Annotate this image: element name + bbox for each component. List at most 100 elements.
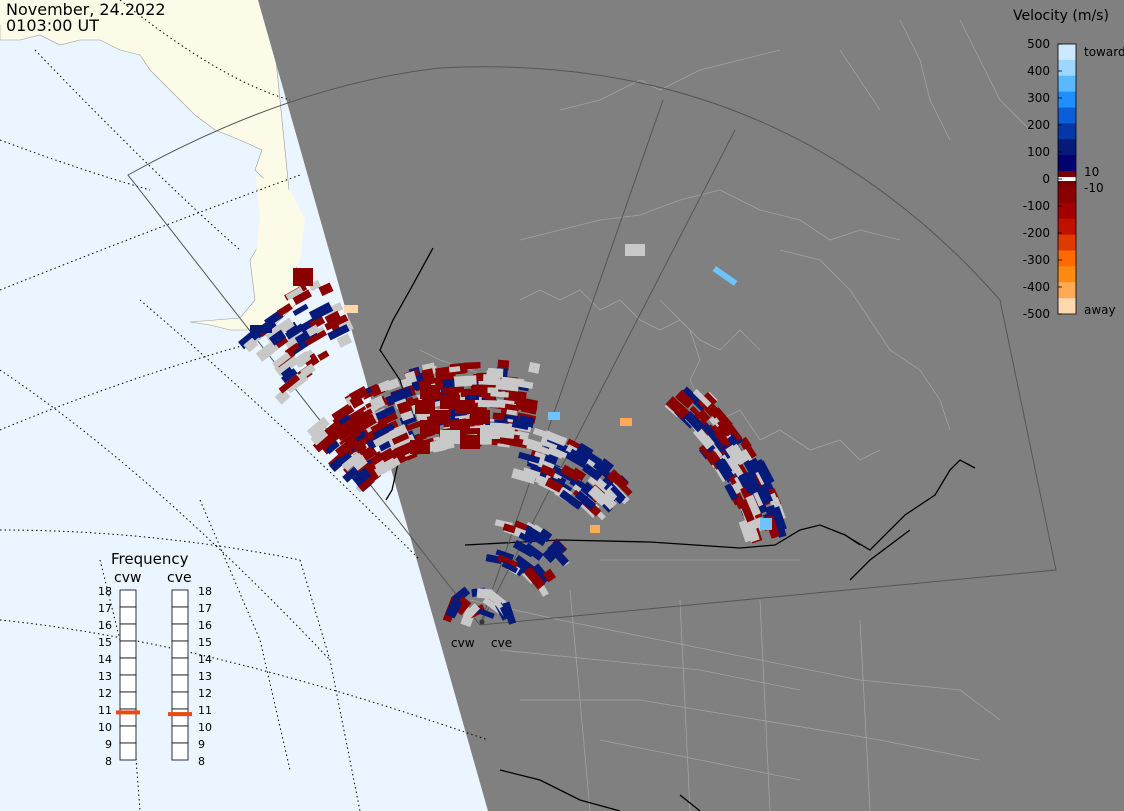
scatter-cell xyxy=(495,549,515,561)
scatter-cell xyxy=(574,490,597,511)
scatter-cell xyxy=(476,588,493,600)
scatter-cell xyxy=(255,340,280,362)
frequency-scale-label: 8 xyxy=(105,755,112,768)
scatter-cell xyxy=(523,566,546,590)
frequency-cell xyxy=(119,606,137,625)
scatter-cell xyxy=(477,399,499,408)
scatter-cell xyxy=(268,329,287,346)
scatter-cell xyxy=(391,432,410,445)
scatter-cell xyxy=(529,464,549,478)
frequency-cell xyxy=(119,674,137,693)
scatter-cell xyxy=(541,451,559,466)
time-label: 0103:00 UT xyxy=(6,16,100,35)
frequency-scale-label: 9 xyxy=(105,738,112,751)
scatter-cell xyxy=(414,432,427,442)
scatter-cell xyxy=(404,370,418,384)
colorbar-title: Velocity (m/s) xyxy=(1013,8,1109,24)
frequency-cell xyxy=(119,691,137,710)
scatter-cell xyxy=(515,379,534,390)
scatter-cell xyxy=(520,403,538,415)
colorbar-segment xyxy=(1058,202,1076,220)
scatter-cell xyxy=(472,384,488,396)
frequency-cell xyxy=(119,640,137,659)
colorbar-segment xyxy=(1058,155,1076,172)
scatter-cell xyxy=(329,450,353,473)
scatter-cell xyxy=(495,378,520,392)
scatter-cell xyxy=(385,378,401,391)
scatter-cell xyxy=(309,315,326,330)
scatter-cell xyxy=(293,268,313,286)
scatter-cell xyxy=(306,324,320,337)
scatter-cell xyxy=(682,386,699,403)
colorbar-segment xyxy=(1058,75,1076,93)
scatter-cell xyxy=(308,279,322,292)
scatter-cell xyxy=(698,441,721,466)
frequency-title: Frequency xyxy=(111,550,189,568)
scatter-cell xyxy=(455,400,475,414)
colorbar-tick-label: -100 xyxy=(1023,199,1050,213)
scatter-cell xyxy=(587,453,609,471)
scatter-cell xyxy=(284,336,299,349)
scatter-cell xyxy=(292,303,309,317)
frequency-scale-label: 11 xyxy=(98,704,112,717)
scatter-cell xyxy=(341,452,363,472)
scatter-cell xyxy=(604,485,621,501)
scatter-cell xyxy=(665,396,690,420)
scatter-cell xyxy=(542,546,559,563)
scatter-cell xyxy=(317,350,330,361)
scatter-cell xyxy=(453,375,477,388)
frequency-scale-label: 10 xyxy=(198,721,212,734)
scatter-cell xyxy=(522,525,549,547)
scatter-cell xyxy=(724,483,738,501)
colorbar-tick-label: 200 xyxy=(1027,118,1050,132)
scatter-cell xyxy=(502,523,517,534)
scatter-cell xyxy=(537,528,553,543)
colorbar-tick-label: 400 xyxy=(1027,64,1050,78)
scatter-cell xyxy=(324,314,349,331)
scatter-cell xyxy=(383,412,398,424)
radar-sites: cvw cve xyxy=(451,619,512,650)
colorbar-segment xyxy=(1058,91,1076,109)
scatter-cell xyxy=(361,387,380,400)
scatter-cell xyxy=(351,467,372,487)
scatter-cell xyxy=(728,443,748,466)
scatter-cell xyxy=(497,554,519,569)
scatter-cell xyxy=(418,377,440,387)
scatter-cell xyxy=(358,408,373,420)
frequency-marker xyxy=(168,712,192,717)
scatter-cell xyxy=(701,391,718,409)
frequency-scale-label: 15 xyxy=(98,636,112,649)
colorbar-tick-label: 500 xyxy=(1027,37,1050,51)
scatter-cell xyxy=(714,424,729,440)
scatter-cell xyxy=(755,484,774,505)
scatter-cell xyxy=(318,282,334,297)
scatter-cell xyxy=(421,368,434,380)
scatter-cell xyxy=(675,389,695,409)
scatter-cell xyxy=(331,402,355,423)
frequency-cell xyxy=(171,623,189,642)
frequency-cell xyxy=(171,725,189,744)
frequency-scale-label: 11 xyxy=(198,704,212,717)
frequency-cell xyxy=(171,674,189,693)
frequency-scale-label: 10 xyxy=(98,721,112,734)
scatter-cell xyxy=(344,305,358,313)
scatter-cell xyxy=(348,385,369,403)
scatter-cell xyxy=(701,422,721,444)
scatter-cell xyxy=(492,412,505,421)
colorbar-segment xyxy=(1058,186,1076,204)
frequency-scale-label: 16 xyxy=(98,619,112,632)
scatter-cell xyxy=(590,525,600,533)
scatter-cell xyxy=(528,361,541,374)
scatter-cell xyxy=(544,477,564,493)
scatter-cell xyxy=(683,411,705,433)
scatter-cell xyxy=(578,480,591,493)
scatter-cell xyxy=(548,446,568,459)
scatter-cell xyxy=(512,539,536,558)
colorbar-segment xyxy=(1058,139,1076,156)
scatter-cell xyxy=(587,485,610,507)
scatter-cell xyxy=(278,374,301,394)
scatter-cell xyxy=(738,472,756,494)
scatter-cell xyxy=(592,462,611,478)
frequency-scale-label: 9 xyxy=(198,738,205,751)
